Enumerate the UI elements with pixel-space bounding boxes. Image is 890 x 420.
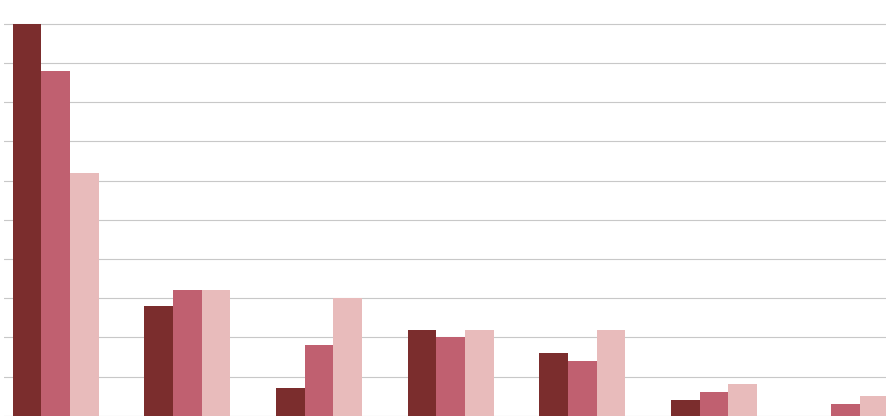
Bar (700, 392, 728, 416)
Bar (173, 290, 202, 416)
Bar (728, 384, 757, 416)
Bar (671, 400, 700, 416)
Bar (860, 396, 889, 416)
Bar (596, 330, 626, 416)
Bar (70, 173, 99, 416)
Bar (276, 388, 304, 416)
Bar (41, 71, 70, 416)
Bar (465, 330, 494, 416)
Bar (831, 404, 860, 416)
Bar (568, 361, 596, 416)
Bar (539, 353, 568, 416)
Bar (202, 290, 231, 416)
Bar (436, 337, 465, 416)
Bar (304, 345, 334, 416)
Bar (144, 306, 173, 416)
Bar (12, 24, 41, 416)
Bar (334, 298, 362, 416)
Bar (408, 330, 436, 416)
